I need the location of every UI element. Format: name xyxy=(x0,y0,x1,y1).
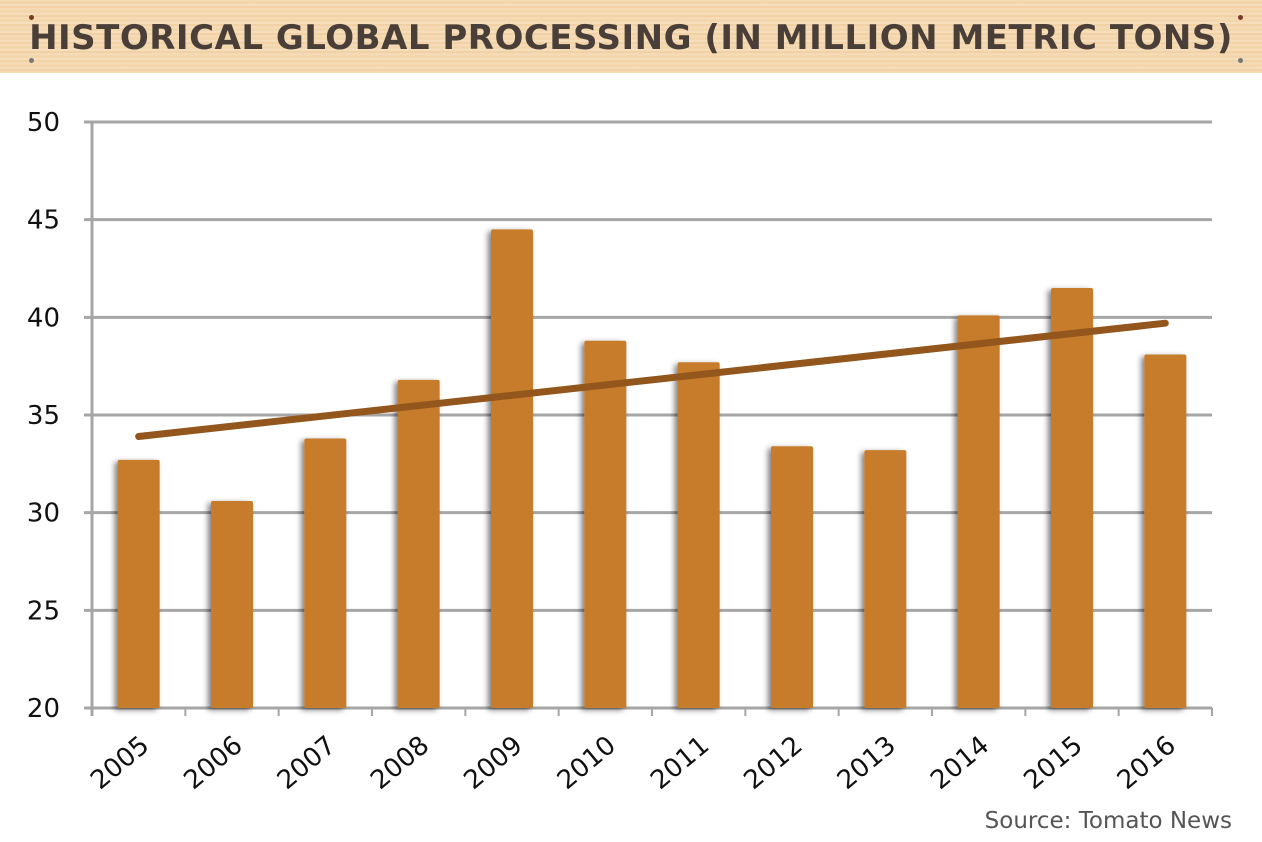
x-tick-label: 2010 xyxy=(552,730,622,796)
nail-decoration xyxy=(1238,58,1243,63)
bar-2012 xyxy=(771,446,813,708)
y-tick-label: 35 xyxy=(27,401,60,431)
y-tick-label: 45 xyxy=(27,206,60,236)
x-tick-label: 2009 xyxy=(459,730,529,796)
x-tick-label: 2015 xyxy=(1019,730,1089,796)
x-tick-label: 2007 xyxy=(272,730,342,796)
bar-2009 xyxy=(491,229,533,708)
y-tick-label: 30 xyxy=(27,499,60,529)
title-banner: HISTORICAL GLOBAL PROCESSING (IN MILLION… xyxy=(0,0,1262,73)
x-tick-label: 2016 xyxy=(1112,730,1182,796)
bar-2006 xyxy=(211,500,253,708)
y-tick-label: 20 xyxy=(27,694,60,724)
y-tick-label: 50 xyxy=(27,108,60,138)
x-tick-label: 2008 xyxy=(365,730,435,796)
y-tick-label: 25 xyxy=(27,596,60,626)
nail-decoration xyxy=(29,15,34,20)
bar-2013 xyxy=(864,450,907,708)
bar-2016 xyxy=(1144,354,1187,708)
x-tick-label: 2006 xyxy=(179,730,249,796)
x-tick-label: 2012 xyxy=(739,730,809,796)
bar-2007 xyxy=(304,438,347,708)
source-note: Source: Tomato News xyxy=(984,808,1232,834)
x-tick-label: 2014 xyxy=(925,730,995,796)
chart-title: HISTORICAL GLOBAL PROCESSING (IN MILLION… xyxy=(29,18,1233,58)
bar-2008 xyxy=(397,379,440,708)
x-tick-label: 2013 xyxy=(832,730,902,796)
bar-2010 xyxy=(584,340,627,708)
x-tick-label: 2005 xyxy=(85,730,155,796)
nail-decoration xyxy=(29,58,34,63)
bar-2011 xyxy=(677,362,720,708)
bar-2005 xyxy=(117,459,160,708)
x-tick-label: 2011 xyxy=(645,730,715,796)
nail-decoration xyxy=(1238,15,1243,20)
trendline xyxy=(135,319,1169,440)
bar-2014 xyxy=(957,315,1000,708)
bar-2015 xyxy=(1051,288,1093,708)
y-tick-label: 40 xyxy=(27,303,60,333)
